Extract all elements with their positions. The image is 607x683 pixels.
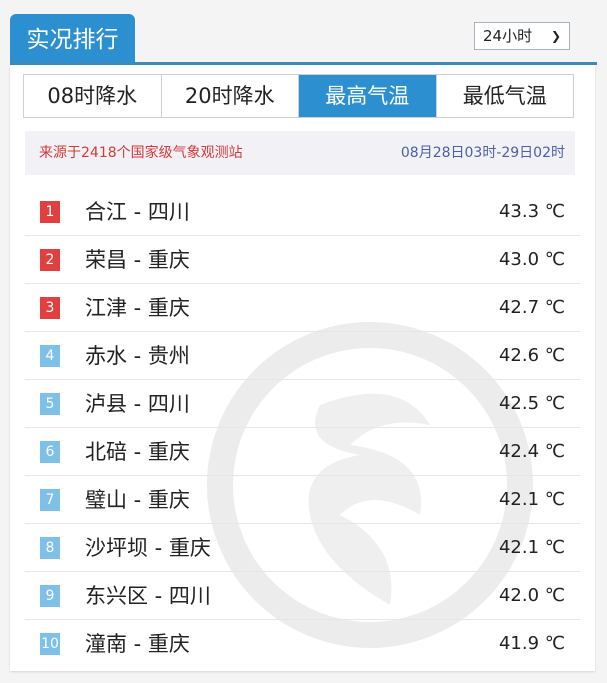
rank-badge: 8 — [40, 537, 60, 559]
category-tabs: 08时降水 20时降水 最高气温 最低气温 — [23, 74, 574, 118]
temperature-value: 43.3 ℃ — [498, 201, 565, 222]
tab-08h-precipitation[interactable]: 08时降水 — [24, 75, 162, 117]
tab-min-temperature[interactable]: 最低气温 — [462, 84, 547, 108]
tab-max-temperature[interactable]: 最高气温 — [299, 75, 437, 117]
rank-badge: 10 — [40, 633, 60, 655]
rank-badge: 3 — [40, 297, 60, 319]
table-row[interactable]: 6 北碚 - 重庆 42.4 ℃ — [25, 428, 580, 476]
station-name: 荣昌 - 重庆 — [85, 248, 190, 272]
rank-badge: 2 — [40, 249, 60, 271]
ranking-panel: 08时降水 20时降水 最高气温 最低气温 来源于2418个国家级气象观测站 0… — [10, 65, 595, 671]
rank-badge: 4 — [40, 345, 60, 367]
temperature-value: 41.9 ℃ — [498, 633, 565, 654]
info-bar: 来源于2418个国家级气象观测站 08月28日03时-29日02时 — [25, 131, 575, 175]
chevron-down-icon: ❯ — [550, 29, 561, 43]
temperature-value: 42.4 ℃ — [498, 441, 565, 462]
station-name: 璧山 - 重庆 — [85, 488, 190, 512]
temperature-value: 42.5 ℃ — [498, 393, 565, 414]
station-name: 东兴区 - 四川 — [85, 584, 211, 608]
temperature-value: 42.0 ℃ — [498, 585, 565, 606]
rank-badge: 7 — [40, 489, 60, 511]
table-row[interactable]: 4 赤水 - 贵州 42.6 ℃ — [25, 332, 580, 380]
station-name: 沙坪坝 - 重庆 — [85, 536, 211, 560]
table-row[interactable]: 7 璧山 - 重庆 42.1 ℃ — [25, 476, 580, 524]
station-name: 潼南 - 重庆 — [85, 632, 190, 656]
period-select[interactable]: 24小时 ❯ — [474, 22, 570, 50]
table-row[interactable]: 8 沙坪坝 - 重庆 42.1 ℃ — [25, 524, 580, 572]
table-row[interactable]: 10 潼南 - 重庆 41.9 ℃ — [25, 620, 580, 667]
page-title: 实况排行 — [10, 14, 135, 63]
station-name: 赤水 - 贵州 — [85, 344, 190, 368]
rank-badge: 9 — [40, 585, 60, 607]
time-range: 08月28日03时-29日02时 — [400, 145, 565, 161]
table-row[interactable]: 1 合江 - 四川 43.3 ℃ — [25, 188, 580, 236]
temperature-value: 42.1 ℃ — [498, 537, 565, 558]
table-row[interactable]: 9 东兴区 - 四川 42.0 ℃ — [25, 572, 580, 620]
rank-badge: 5 — [40, 393, 60, 415]
rank-badge: 6 — [40, 441, 60, 463]
table-row[interactable]: 5 泸县 - 四川 42.5 ℃ — [25, 380, 580, 428]
station-name: 泸县 - 四川 — [85, 392, 190, 416]
tab-20h-precipitation[interactable]: 20时降水 — [162, 75, 299, 117]
data-source: 来源于2418个国家级气象观测站 — [39, 145, 243, 161]
temperature-value: 42.1 ℃ — [498, 489, 565, 510]
ranking-list: 1 合江 - 四川 43.3 ℃ 2 荣昌 - 重庆 43.0 ℃ 3 江津 - 重… — [25, 188, 580, 667]
temperature-value: 42.6 ℃ — [498, 345, 565, 366]
table-row[interactable]: 3 江津 - 重庆 42.7 ℃ — [25, 284, 580, 332]
watermark-logo-icon — [207, 322, 533, 648]
table-row[interactable]: 2 荣昌 - 重庆 43.0 ℃ — [25, 236, 580, 284]
station-name: 北碚 - 重庆 — [85, 440, 190, 464]
rank-badge: 1 — [40, 201, 60, 223]
station-name: 合江 - 四川 — [85, 200, 190, 224]
station-name: 江津 - 重庆 — [85, 296, 190, 320]
temperature-value: 43.0 ℃ — [498, 249, 565, 270]
temperature-value: 42.7 ℃ — [498, 297, 565, 318]
header-divider — [10, 62, 597, 65]
period-select-value: 24小时 — [483, 27, 533, 45]
